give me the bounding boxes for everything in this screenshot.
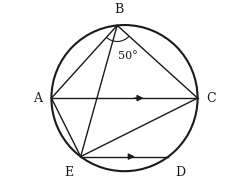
Text: B: B [114, 3, 123, 16]
Text: E: E [64, 166, 74, 179]
Text: A: A [33, 92, 42, 105]
Text: C: C [206, 92, 216, 105]
Text: D: D [175, 166, 186, 179]
Text: 50°: 50° [119, 51, 138, 61]
